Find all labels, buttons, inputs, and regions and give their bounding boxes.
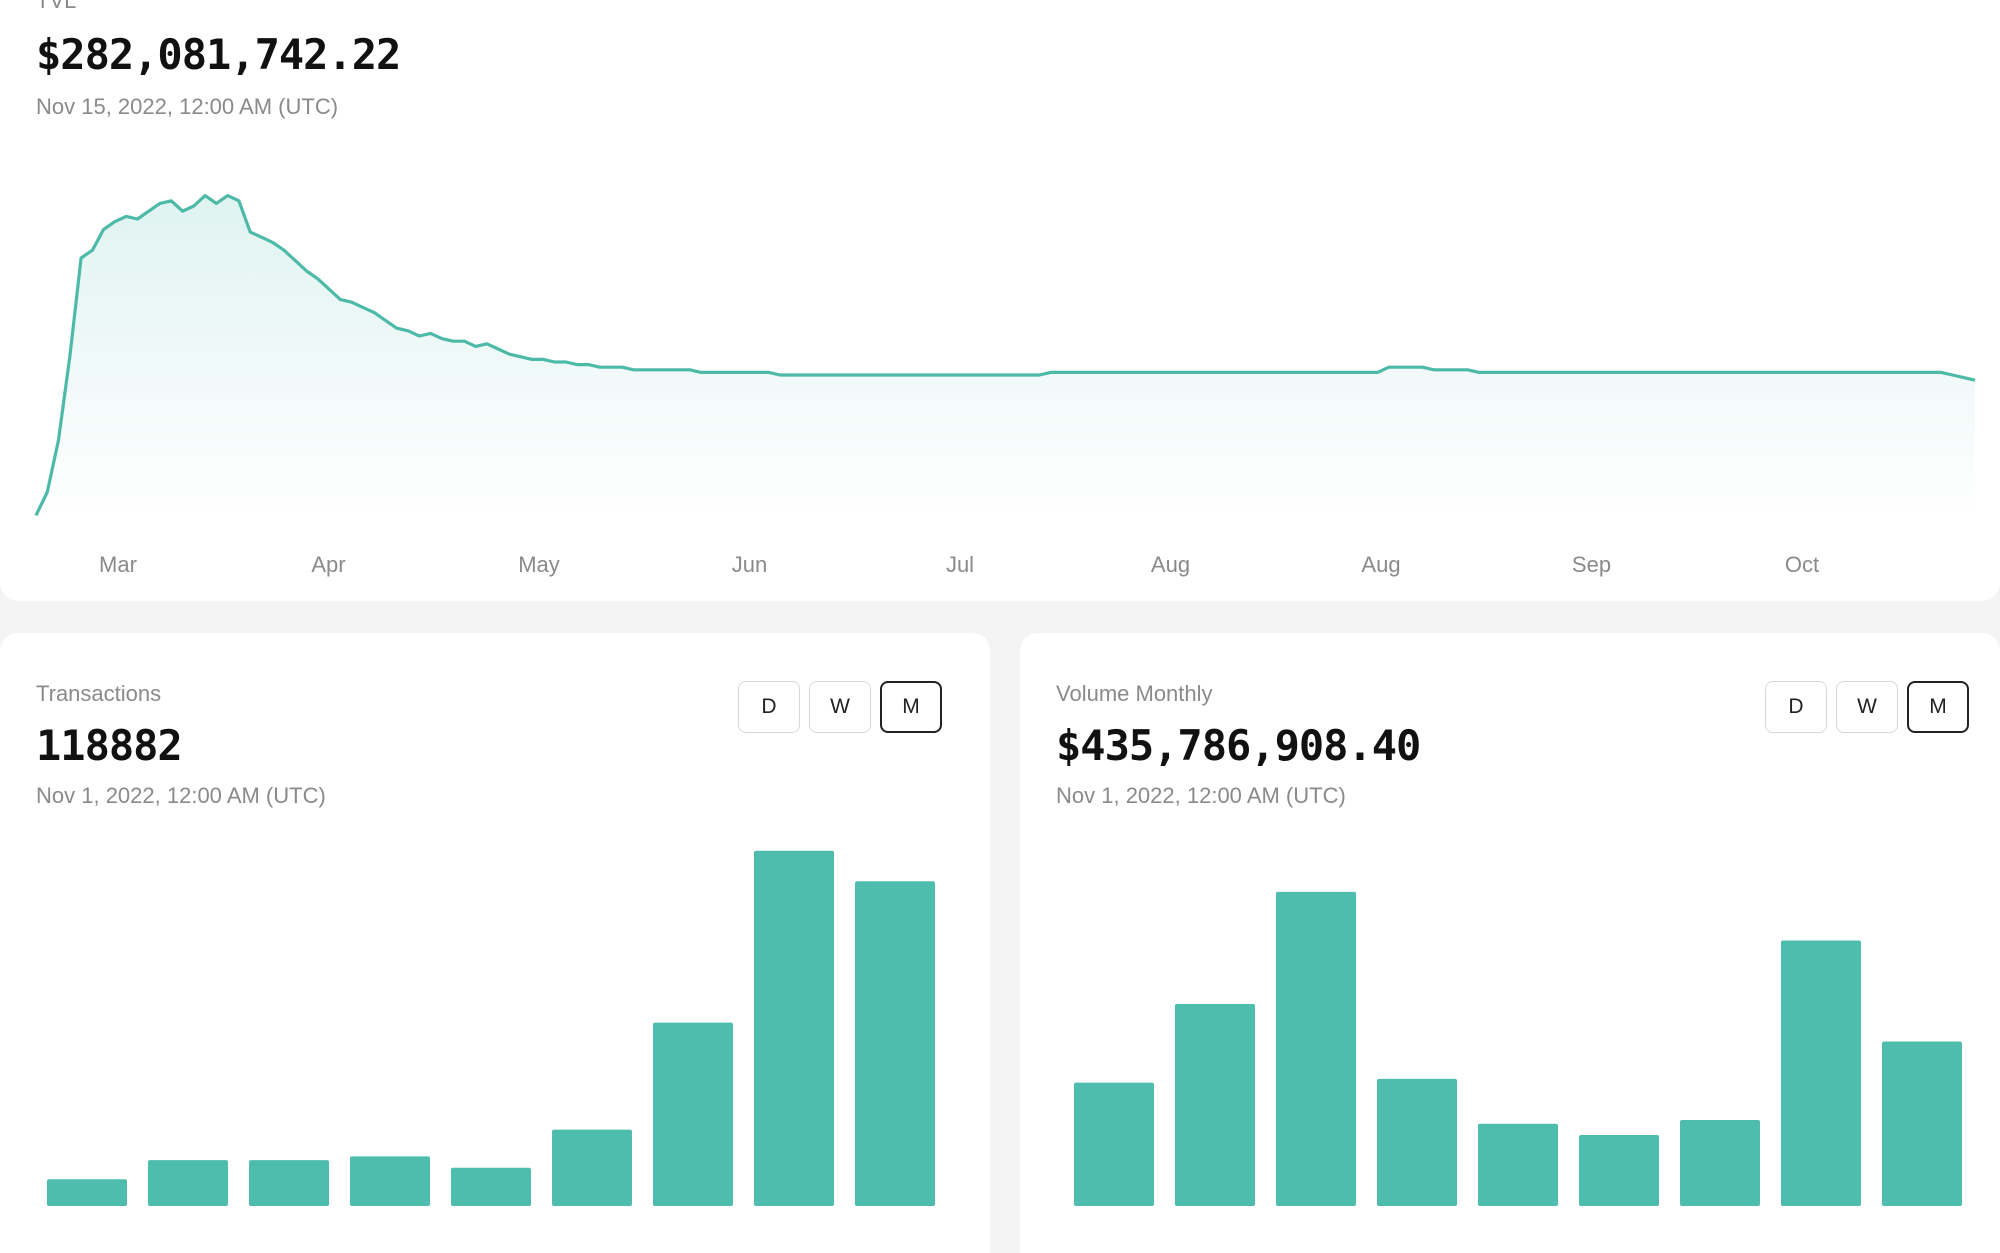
volume-date: Nov 1, 2022, 12:00 AM (UTC) bbox=[1056, 783, 1346, 808]
tvl-x-tick-label: Jun bbox=[732, 552, 767, 577]
volume-label: Volume Monthly bbox=[1056, 681, 1213, 706]
tx-bar bbox=[249, 1160, 329, 1206]
transactions-date: Nov 1, 2022, 12:00 AM (UTC) bbox=[36, 783, 326, 808]
tx-bar bbox=[552, 1129, 632, 1206]
tvl-x-tick-label: Sep bbox=[1572, 552, 1611, 577]
tx-bar bbox=[350, 1156, 430, 1206]
tvl-x-tick-label: Aug bbox=[1361, 552, 1400, 577]
tvl-date: Nov 15, 2022, 12:00 AM (UTC) bbox=[36, 94, 339, 119]
transactions-daily-button[interactable]: D bbox=[738, 681, 800, 733]
tx-bar bbox=[451, 1167, 531, 1206]
vol-bar bbox=[1579, 1134, 1659, 1206]
transactions-value: 118882 bbox=[36, 721, 183, 770]
volume-value: $435,786,908.40 bbox=[1056, 721, 1421, 770]
tvl-area-chart[interactable]: Mar Apr May Jun Jul Aug Aug Sep Oct bbox=[0, 0, 2000, 601]
tvl-series-line bbox=[34, 194, 1976, 517]
volume-monthly-button[interactable]: M bbox=[1907, 681, 1969, 733]
volume-period-toggle: D W M bbox=[1765, 681, 1969, 733]
tx-bar bbox=[653, 1022, 733, 1206]
vol-bar bbox=[1680, 1119, 1760, 1206]
tx-bar bbox=[855, 881, 935, 1206]
transactions-period-toggle: D W M bbox=[738, 681, 942, 733]
vol-bar bbox=[1882, 1041, 1962, 1206]
volume-weekly-button[interactable]: W bbox=[1836, 681, 1898, 733]
vol-bar bbox=[1478, 1123, 1558, 1206]
vol-bar bbox=[1377, 1078, 1457, 1206]
tx-bar bbox=[47, 1179, 127, 1206]
tvl-area-fill bbox=[36, 195, 1975, 518]
tx-bar bbox=[754, 850, 834, 1206]
volume-daily-button[interactable]: D bbox=[1765, 681, 1827, 733]
tvl-card: TVL $282,081,742.22 Nov 15, 2022, 12:00 … bbox=[0, 0, 2000, 601]
vol-bar bbox=[1276, 891, 1356, 1206]
transactions-bar-chart bbox=[47, 850, 935, 1206]
tvl-label: TVL bbox=[36, 0, 77, 13]
transactions-monthly-button[interactable]: M bbox=[880, 681, 942, 733]
vol-bar bbox=[1175, 1004, 1255, 1206]
tvl-x-tick-label: May bbox=[518, 552, 560, 577]
tvl-x-tick-label: Aug bbox=[1151, 552, 1190, 577]
volume-card: Volume Monthly $435,786,908.40 Nov 1, 20… bbox=[1020, 633, 2000, 1253]
tvl-x-tick-label: Oct bbox=[1785, 552, 1819, 577]
tvl-value: $282,081,742.22 bbox=[36, 30, 401, 79]
tvl-x-tick-label: Jul bbox=[946, 552, 974, 577]
volume-bar-chart bbox=[1074, 891, 1962, 1206]
tvl-x-tick-label: Apr bbox=[311, 552, 345, 577]
transactions-card: Transactions 118882 Nov 1, 2022, 12:00 A… bbox=[0, 633, 990, 1253]
vol-bar bbox=[1781, 940, 1861, 1206]
transactions-label: Transactions bbox=[36, 681, 162, 706]
transactions-weekly-button[interactable]: W bbox=[809, 681, 871, 733]
tvl-x-tick-label: Mar bbox=[99, 552, 137, 577]
tx-bar bbox=[148, 1160, 228, 1206]
vol-bar bbox=[1074, 1082, 1154, 1206]
